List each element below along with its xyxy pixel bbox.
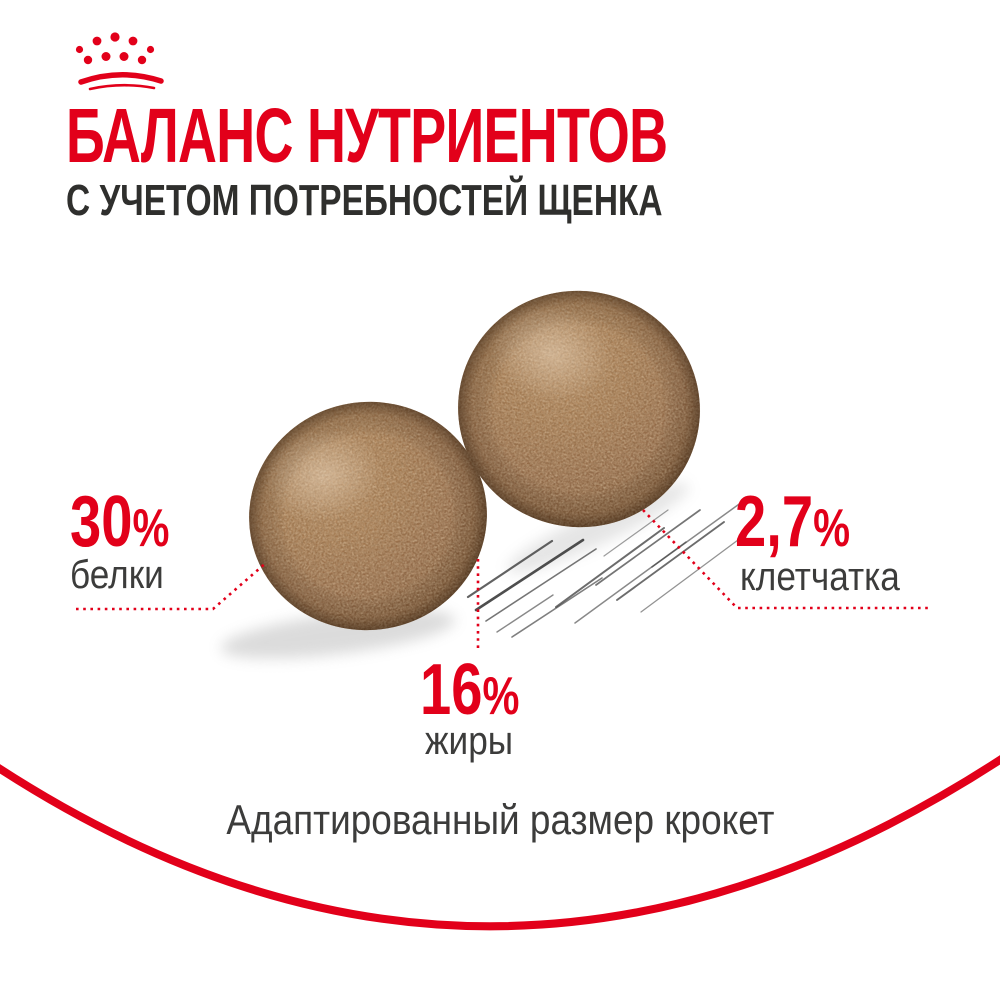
- fat-value: 16: [420, 650, 483, 730]
- kibble-left: [249, 401, 487, 631]
- protein-value: 30: [70, 482, 133, 562]
- percent-sign: %: [482, 667, 520, 726]
- royal-canin-crown-logo-icon: [75, 32, 164, 91]
- motion-lines: [466, 501, 743, 638]
- page-title: БАЛАНС НУТРИЕНТОВ: [66, 93, 668, 179]
- footer-caption: Адаптированный размер крокет: [225, 796, 775, 843]
- protein-percentage: 30%: [70, 486, 169, 558]
- kibble-right: [458, 290, 700, 528]
- fibre-percentage: 2,7%: [735, 486, 850, 558]
- callout-lines: [76, 509, 930, 652]
- protein-label: белки: [70, 553, 164, 597]
- fibre-value: 2,7: [735, 482, 814, 562]
- footer-caption-wrap: Адаптированный размер крокет: [0, 799, 1000, 841]
- callout-line-fibre: [642, 509, 930, 610]
- percent-sign: %: [132, 499, 170, 558]
- page-subtitle: С УЧЕТОМ ПОТРЕБНОСТЕЙ ЩЕНКА: [66, 176, 663, 225]
- callout-line-protein: [76, 561, 268, 611]
- fibre-label: клетчатка: [740, 555, 900, 599]
- bottom-arc-line: [0, 755, 1000, 931]
- percent-sign: %: [813, 499, 851, 558]
- fat-percentage: 16%: [420, 654, 519, 726]
- fat-label: жиры: [425, 719, 514, 763]
